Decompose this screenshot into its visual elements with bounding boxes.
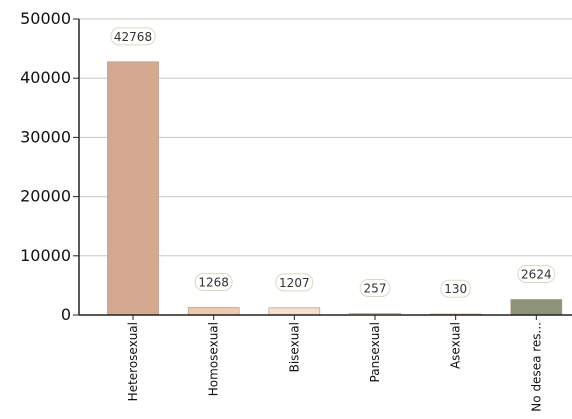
x-tick-label: Bisexual <box>287 322 301 372</box>
y-axis-ticks: 0 10000 20000 30000 40000 50000 <box>20 9 79 324</box>
data-label-background <box>194 272 233 291</box>
bar-heterosexual <box>107 61 159 316</box>
data-label: 257 <box>364 281 387 295</box>
bar-bisexual <box>268 307 321 316</box>
data-label-background <box>440 279 471 298</box>
y-tick-label: 10000 <box>20 246 71 265</box>
bar-no-desea-res <box>510 299 563 316</box>
data-label-background <box>517 264 556 283</box>
data-label: 1207 <box>279 276 310 290</box>
x-tick-label: Heterosexual <box>126 322 140 401</box>
x-tick-label: No desea res... <box>529 322 543 412</box>
data-labels: 42768 1268 1207 257 130 2624 <box>110 27 556 298</box>
x-axis-ticks: Heterosexual Homosexual Bisexual Pansexual A… <box>126 315 543 412</box>
data-label: 130 <box>444 282 467 296</box>
data-label: 1268 <box>198 275 229 289</box>
y-tick-label: 40000 <box>20 68 71 87</box>
bars <box>107 61 563 316</box>
bar-homosexual <box>187 307 240 316</box>
data-label-background <box>110 27 156 46</box>
data-label: 42768 <box>114 30 152 44</box>
y-tick-label: 20000 <box>20 187 71 206</box>
x-tick-label: Pansexual <box>368 322 382 382</box>
data-label-background <box>359 278 391 297</box>
y-tick-label: 30000 <box>20 127 71 146</box>
data-label: 2624 <box>521 267 552 281</box>
data-label-background <box>275 273 314 292</box>
gridlines <box>79 18 572 257</box>
x-tick-label: Asexual <box>449 322 463 369</box>
y-tick-label: 50000 <box>20 9 71 28</box>
y-tick-label: 0 <box>61 305 71 324</box>
x-tick-label: Homosexual <box>207 322 221 396</box>
